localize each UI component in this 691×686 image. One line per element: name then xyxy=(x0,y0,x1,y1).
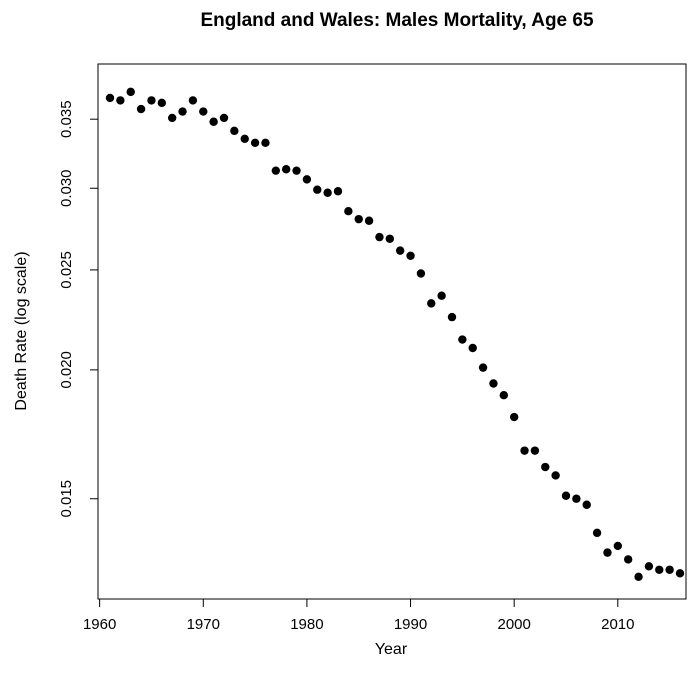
x-axis: 1960 1970 1980 1990 2000 2010 xyxy=(83,599,635,633)
data-point xyxy=(437,292,445,300)
data-points xyxy=(106,88,684,581)
y-axis: 0.015 0.020 0.025 0.030 0.035 xyxy=(58,100,98,517)
x-axis-label: Year xyxy=(375,641,408,658)
data-point xyxy=(344,207,352,215)
data-point xyxy=(593,529,601,537)
data-point xyxy=(531,446,539,454)
data-point xyxy=(272,166,280,174)
data-point xyxy=(220,114,228,122)
data-point xyxy=(614,542,622,550)
data-point xyxy=(583,501,591,509)
data-point xyxy=(168,114,176,122)
data-point xyxy=(406,252,414,260)
data-point xyxy=(189,96,197,104)
data-point xyxy=(479,363,487,371)
data-point xyxy=(303,175,311,183)
x-tick-label: 1970 xyxy=(187,616,220,633)
data-point xyxy=(355,215,363,223)
data-point xyxy=(665,566,673,574)
data-point xyxy=(510,413,518,421)
data-point xyxy=(313,186,321,194)
data-point xyxy=(323,189,331,197)
y-tick-label: 0.025 xyxy=(58,251,75,289)
data-point xyxy=(448,313,456,321)
data-point xyxy=(427,299,435,307)
data-point xyxy=(469,344,477,352)
data-point xyxy=(520,446,528,454)
data-point xyxy=(106,94,114,102)
x-tick-label: 1960 xyxy=(83,616,116,633)
data-point xyxy=(541,463,549,471)
data-point xyxy=(572,495,580,503)
x-tick-label: 1980 xyxy=(290,616,323,633)
data-point xyxy=(386,235,394,243)
y-tick-label: 0.030 xyxy=(58,169,75,207)
data-point xyxy=(137,105,145,113)
plot-area xyxy=(98,64,686,599)
data-point xyxy=(365,217,373,225)
y-tick-label: 0.035 xyxy=(58,100,75,138)
data-point xyxy=(241,135,249,143)
data-point xyxy=(375,233,383,241)
data-point xyxy=(500,391,508,399)
data-point xyxy=(230,127,238,135)
data-point xyxy=(562,492,570,500)
x-tick-label: 2000 xyxy=(497,616,530,633)
data-point xyxy=(127,88,135,96)
data-point xyxy=(676,569,684,577)
y-axis-label: Death Rate (log scale) xyxy=(13,251,30,410)
data-point xyxy=(292,166,300,174)
x-tick-label: 2010 xyxy=(601,616,634,633)
data-point xyxy=(396,246,404,254)
data-point xyxy=(251,139,259,147)
data-point xyxy=(489,379,497,387)
x-tick-label: 1990 xyxy=(394,616,427,633)
data-point xyxy=(603,548,611,556)
data-point xyxy=(178,107,186,115)
data-point xyxy=(158,99,166,107)
data-point xyxy=(645,562,653,570)
data-point xyxy=(209,118,217,126)
y-tick-label: 0.015 xyxy=(58,480,75,518)
data-point xyxy=(417,269,425,277)
data-point xyxy=(147,96,155,104)
data-point xyxy=(116,96,124,104)
data-point xyxy=(282,165,290,173)
data-point xyxy=(199,107,207,115)
data-point xyxy=(261,139,269,147)
data-point xyxy=(634,573,642,581)
chart-title: England and Wales: Males Mortality, Age … xyxy=(200,10,594,31)
data-point xyxy=(624,555,632,563)
data-point xyxy=(551,471,559,479)
y-tick-label: 0.020 xyxy=(58,351,75,389)
data-point xyxy=(334,187,342,195)
data-point xyxy=(458,335,466,343)
data-point xyxy=(655,566,663,574)
